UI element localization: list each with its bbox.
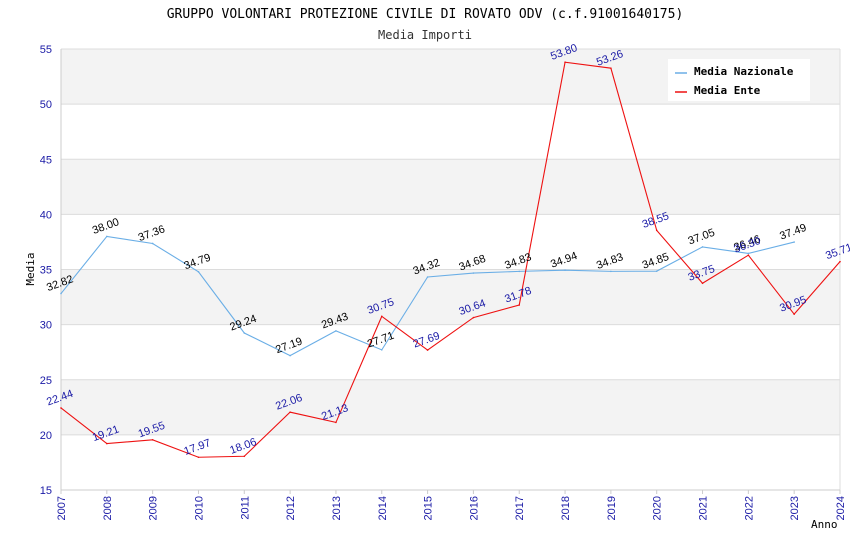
data-point <box>472 272 475 274</box>
y-axis-ticks: 15 20 25 30 35 40 45 50 55 <box>40 44 52 497</box>
grid-band <box>61 379 840 435</box>
y-tick-label: 30 <box>40 320 52 332</box>
x-tick-label: 2011 <box>239 496 251 520</box>
data-point <box>564 269 566 271</box>
x-tick-label: 2008 <box>102 496 114 520</box>
x-tick-label: 2007 <box>56 496 68 520</box>
x-tick-label: 2015 <box>423 496 435 520</box>
data-point <box>793 313 795 315</box>
x-axis-label: Anno <box>811 518 838 531</box>
x-tick-label: 2019 <box>606 496 618 520</box>
y-axis-label: Media <box>24 252 37 285</box>
x-tick-label: 2024 <box>835 496 847 520</box>
data-point <box>197 456 200 459</box>
data-point <box>610 67 612 69</box>
data-point <box>60 407 62 409</box>
data-point <box>243 332 246 334</box>
data-point <box>60 292 62 295</box>
y-tick-label: 45 <box>40 154 52 166</box>
data-point <box>655 270 658 272</box>
grid-band <box>61 434 840 490</box>
x-tick-label: 2021 <box>698 496 710 520</box>
grid-band <box>61 104 840 160</box>
legend-label-nazionale: Media Nazionale <box>694 65 794 78</box>
data-point <box>610 270 612 273</box>
data-point <box>701 246 704 248</box>
series-line-media-ente <box>60 61 841 458</box>
x-tick-label: 2020 <box>652 496 664 520</box>
x-tick-label: 2013 <box>331 496 343 520</box>
x-tick-label: 2023 <box>789 496 801 520</box>
y-tick-label: 25 <box>40 375 52 387</box>
data-point <box>106 235 108 238</box>
y-tick-label: 55 <box>40 44 52 56</box>
legend: Media Nazionale Media Ente <box>668 59 810 101</box>
data-point <box>197 271 200 273</box>
data-point <box>289 354 291 357</box>
y-tick-label: 50 <box>40 99 52 111</box>
y-tick-label: 35 <box>40 265 52 277</box>
grid-lines <box>60 48 841 491</box>
grid-band <box>61 269 840 325</box>
grid-band <box>61 159 840 215</box>
x-tick-label: 2016 <box>468 496 480 520</box>
data-point <box>518 304 521 306</box>
data-point <box>564 61 566 64</box>
x-axis-ticks: 2007 2008 2009 2010 2011 2012 2013 2014 2015 2016… <box>56 490 847 520</box>
chart-title: GRUPPO VOLONTARI PROTEZIONE CIVILE DI RO… <box>167 7 684 22</box>
x-tick-label: 2018 <box>560 496 572 520</box>
data-point <box>426 276 429 278</box>
x-tick-label: 2014 <box>377 496 389 520</box>
series-lines <box>60 61 841 459</box>
data-point <box>655 229 658 232</box>
data-point <box>243 455 246 458</box>
x-tick-label: 2017 <box>514 496 526 520</box>
data-point <box>839 260 841 263</box>
x-tick-label: 2009 <box>148 496 160 520</box>
data-point <box>793 241 795 243</box>
data-point <box>106 442 108 445</box>
y-tick-label: 20 <box>40 430 52 442</box>
legend-label-ente: Media Ente <box>694 84 761 97</box>
data-point <box>747 254 750 256</box>
legend-box <box>668 59 810 101</box>
data-point <box>289 411 291 413</box>
y-tick-label: 15 <box>40 485 52 497</box>
x-tick-label: 2012 <box>285 496 297 520</box>
grid-band <box>61 214 840 270</box>
x-tick-label: 2010 <box>193 496 205 520</box>
data-point <box>151 439 154 441</box>
x-tick-label: 2022 <box>743 496 755 520</box>
data-point <box>426 349 429 351</box>
data-point <box>701 282 704 285</box>
data-point <box>335 421 337 424</box>
data-point <box>335 330 337 332</box>
data-point <box>380 315 383 318</box>
data-point <box>472 316 475 319</box>
grid-band <box>61 324 840 380</box>
data-point <box>747 252 750 255</box>
y-tick-label: 40 <box>40 209 52 221</box>
data-point <box>518 270 521 273</box>
data-point <box>380 349 383 351</box>
chart-subtitle: Media Importi <box>378 28 472 42</box>
data-point <box>151 242 154 245</box>
